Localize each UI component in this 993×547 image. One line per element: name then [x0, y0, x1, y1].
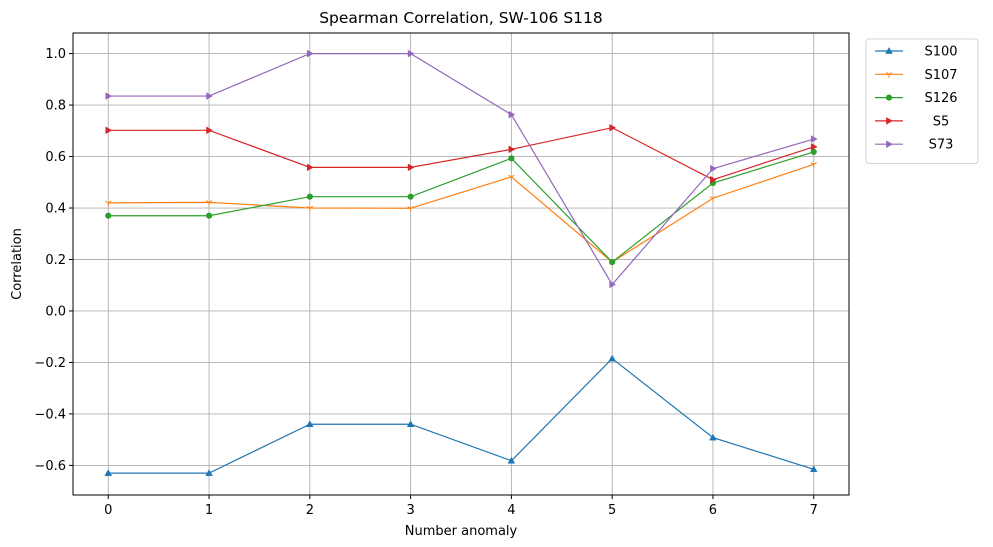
data-point-s126: [105, 212, 112, 219]
data-point-s107: [407, 206, 414, 212]
x-axis-label: Number anomaly: [405, 524, 518, 539]
data-point-s100: [205, 469, 213, 476]
axes: 0 1 2 3 4 5 6 7 −0.6 −0.4 −0.2 0.0 0.2 0.4 0.6 0.8 1.0: [34, 47, 817, 518]
data-point-s5: [407, 163, 415, 172]
legend-entry-s5: S5: [875, 114, 949, 129]
series-s5: [105, 123, 818, 184]
data-point-s73: [810, 135, 818, 143]
data-point-s5: [810, 142, 818, 151]
data-point-s73: [206, 92, 213, 100]
data-point-s5: [710, 175, 717, 184]
data-point-s100: [709, 433, 717, 441]
series-layer: [104, 49, 818, 476]
series-line-s5: [108, 127, 814, 181]
data-point-s73: [710, 164, 717, 173]
legend: S100 S107 S126 S5 S73: [865, 38, 979, 164]
data-point-s126: [609, 258, 616, 266]
x-tick-label: 2: [306, 503, 314, 518]
legend-entry-s126: S126: [875, 91, 958, 106]
x-tick-label: 1: [205, 503, 213, 518]
data-point-s100: [608, 354, 616, 362]
y-tick-label: 0.8: [45, 99, 66, 114]
chart-title: Spearman Correlation, SW-106 S118: [319, 9, 603, 27]
series-line-s126: [108, 151, 814, 263]
legend-label-s107: S107: [924, 68, 957, 83]
grid: [73, 33, 849, 495]
x-tick-label: 4: [507, 503, 515, 518]
data-point-s5: [105, 126, 113, 135]
legend-entry-s100: S100: [875, 45, 958, 60]
series-s73: [105, 49, 818, 289]
data-point-s5: [609, 123, 617, 132]
legend-label-s5: S5: [933, 114, 950, 129]
series-line-s107: [108, 163, 814, 263]
data-point-s107: [306, 205, 314, 212]
y-tick-label: −0.2: [34, 356, 66, 371]
data-point-s126: [810, 148, 817, 156]
legend-label-s73: S73: [929, 138, 954, 153]
legend-marker-s5: [886, 117, 893, 125]
legend-marker-s73: [886, 140, 893, 149]
y-tick-label: −0.6: [34, 459, 66, 474]
x-tick-label: 6: [709, 503, 717, 518]
data-point-s126: [306, 193, 313, 200]
data-point-s5: [307, 163, 314, 172]
data-point-s100: [809, 465, 818, 473]
legend-label-s100: S100: [924, 45, 957, 60]
y-tick-label: 0.0: [45, 304, 66, 319]
data-point-s5: [508, 145, 516, 154]
y-axis-label: Correlation: [10, 228, 25, 300]
data-point-s126: [205, 212, 213, 219]
y-tick-label: 0.6: [45, 150, 66, 165]
series-s100: [104, 354, 818, 476]
series-line-s100: [108, 357, 814, 474]
legend-marker-s107: [885, 72, 893, 78]
data-point-s73: [508, 110, 516, 119]
x-tick-label: 3: [406, 503, 414, 518]
y-tick-label: 0.2: [45, 253, 66, 268]
data-point-s100: [104, 469, 113, 476]
x-tick-label: 5: [608, 503, 616, 518]
data-point-s100: [406, 420, 415, 428]
legend-label-s126: S126: [924, 91, 957, 106]
data-point-s126: [407, 193, 414, 200]
data-point-s5: [206, 126, 213, 135]
plot-frame: [72, 32, 850, 496]
data-point-s107: [508, 174, 515, 181]
legend-marker-s126: [885, 94, 893, 101]
series-line-s73: [108, 52, 814, 286]
legend-box: [865, 38, 979, 164]
data-point-s107: [810, 162, 817, 168]
y-tick-label: 0.4: [45, 202, 66, 217]
data-point-s73: [407, 49, 415, 58]
data-point-s73: [105, 92, 113, 100]
data-point-s126: [508, 155, 515, 162]
legend-marker-s100: [885, 47, 893, 54]
data-point-s107: [709, 196, 717, 202]
series-s126: [105, 148, 817, 266]
y-tick-label: −0.4: [34, 407, 66, 422]
data-point-s73: [609, 280, 617, 289]
x-tick-label: 0: [104, 503, 112, 518]
legend-entry-s73: S73: [875, 138, 953, 153]
data-point-s100: [507, 456, 516, 464]
data-point-s107: [105, 200, 112, 207]
x-tick-label: 7: [810, 503, 818, 518]
data-point-s73: [307, 49, 314, 58]
data-point-s100: [306, 420, 314, 428]
y-tick-label: 1.0: [45, 47, 66, 62]
legend-entry-s107: S107: [875, 68, 958, 83]
series-s107: [105, 162, 817, 266]
data-point-s107: [205, 200, 213, 206]
